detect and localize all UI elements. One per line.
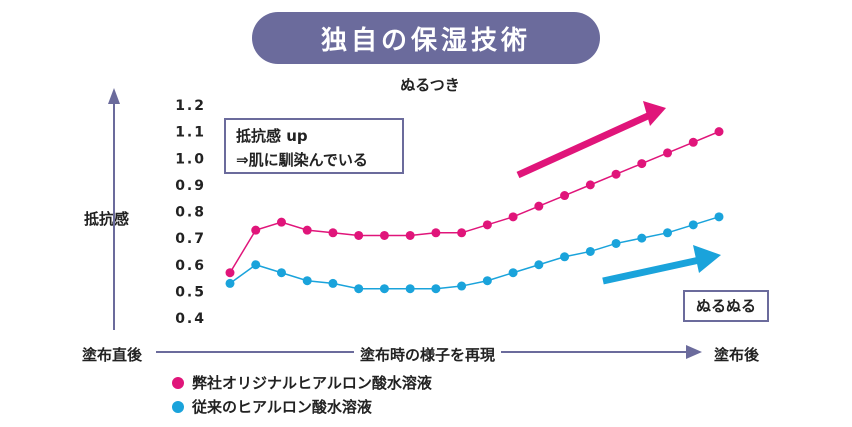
y-tick-label: 0.4	[175, 311, 206, 327]
data-point-series-1	[251, 225, 261, 235]
data-point-series-1	[379, 230, 389, 240]
data-point-series-2	[585, 246, 595, 256]
data-point-series-2	[405, 284, 415, 294]
title-pill: 独自の保湿技術	[252, 12, 600, 64]
legend-label-conventional: 従来のヒアルロン酸水溶液	[192, 398, 372, 416]
data-point-series-2	[482, 276, 492, 286]
trend-arrowhead-blue	[693, 245, 721, 273]
resistance-note-box: 抵抗感 up ⇒肌に馴染んでいる	[224, 118, 404, 174]
y-axis-arrowhead	[108, 88, 120, 104]
y-tick-label: 1.0	[175, 151, 206, 167]
y-tick-label: 0.9	[175, 178, 206, 194]
trend-arrowhead-pink	[643, 101, 666, 126]
note-line-2: ⇒肌に馴染んでいる	[236, 151, 368, 169]
x-middle-label: 塗布時の様子を再現	[354, 344, 502, 365]
data-point-series-2	[714, 212, 724, 222]
data-point-series-2	[431, 284, 441, 294]
data-point-series-1	[225, 268, 235, 278]
legend-dot-blue	[172, 400, 184, 413]
x-axis-arrowhead	[686, 345, 702, 359]
data-point-series-2	[328, 278, 338, 288]
data-point-series-2	[611, 238, 621, 248]
data-point-series-1	[560, 191, 570, 201]
data-point-series-1	[585, 180, 595, 190]
data-point-series-2	[225, 278, 235, 288]
y-tick-label: 1.2	[175, 98, 206, 114]
data-point-series-1	[302, 225, 312, 235]
data-point-series-2	[251, 260, 261, 270]
data-point-series-2	[508, 268, 518, 278]
data-point-series-1	[637, 159, 647, 169]
x-end-label: 塗布後	[714, 344, 760, 365]
x-start-label: 塗布直後	[82, 344, 143, 365]
data-point-series-2	[663, 228, 673, 238]
data-point-series-1	[457, 228, 467, 238]
data-point-series-2	[534, 260, 544, 270]
data-point-series-1	[663, 148, 673, 158]
data-point-series-1	[508, 212, 518, 222]
data-point-series-1	[688, 137, 698, 147]
data-point-series-1	[405, 230, 415, 240]
data-point-series-1	[276, 217, 286, 227]
slippery-note-box: ぬるぬる	[683, 290, 769, 322]
data-point-series-2	[354, 284, 364, 294]
legend-dot-pink	[172, 376, 184, 389]
y-tick-label: 0.7	[175, 231, 206, 247]
legend-item-original: 弊社オリジナルヒアルロン酸水溶液	[172, 372, 432, 393]
series-line-2	[229, 216, 720, 290]
chart-title: 独自の保湿技術	[320, 25, 531, 56]
trend-arrow-blue	[602, 255, 705, 285]
data-point-series-1	[714, 127, 724, 137]
data-point-series-2	[379, 284, 389, 294]
data-point-series-2	[457, 281, 467, 291]
y-tick-label: 0.5	[175, 284, 206, 300]
data-point-series-1	[328, 228, 338, 238]
data-point-series-1	[611, 169, 621, 179]
y-tick-label: 1.1	[175, 125, 206, 141]
data-point-series-1	[354, 230, 364, 240]
data-point-series-2	[560, 252, 570, 262]
y-tick-label: 0.8	[175, 205, 206, 221]
y-tick-label: 0.6	[175, 258, 206, 274]
y-axis-label: 抵抗感	[84, 210, 130, 228]
chart-subtitle: ぬるつき	[400, 76, 460, 94]
data-point-series-2	[302, 276, 312, 286]
data-point-series-2	[637, 233, 647, 243]
data-point-series-2	[276, 268, 286, 278]
legend-item-conventional: 従来のヒアルロン酸水溶液	[172, 396, 372, 417]
data-point-series-1	[431, 228, 441, 238]
legend-label-original: 弊社オリジナルヒアルロン酸水溶液	[192, 374, 432, 392]
trend-arrow-pink	[516, 111, 652, 179]
data-point-series-2	[688, 220, 698, 230]
data-point-series-1	[482, 220, 492, 230]
data-point-series-1	[534, 201, 544, 211]
slippery-note-text: ぬるぬる	[695, 297, 756, 315]
note-line-1: 抵抗感 up	[236, 127, 308, 145]
